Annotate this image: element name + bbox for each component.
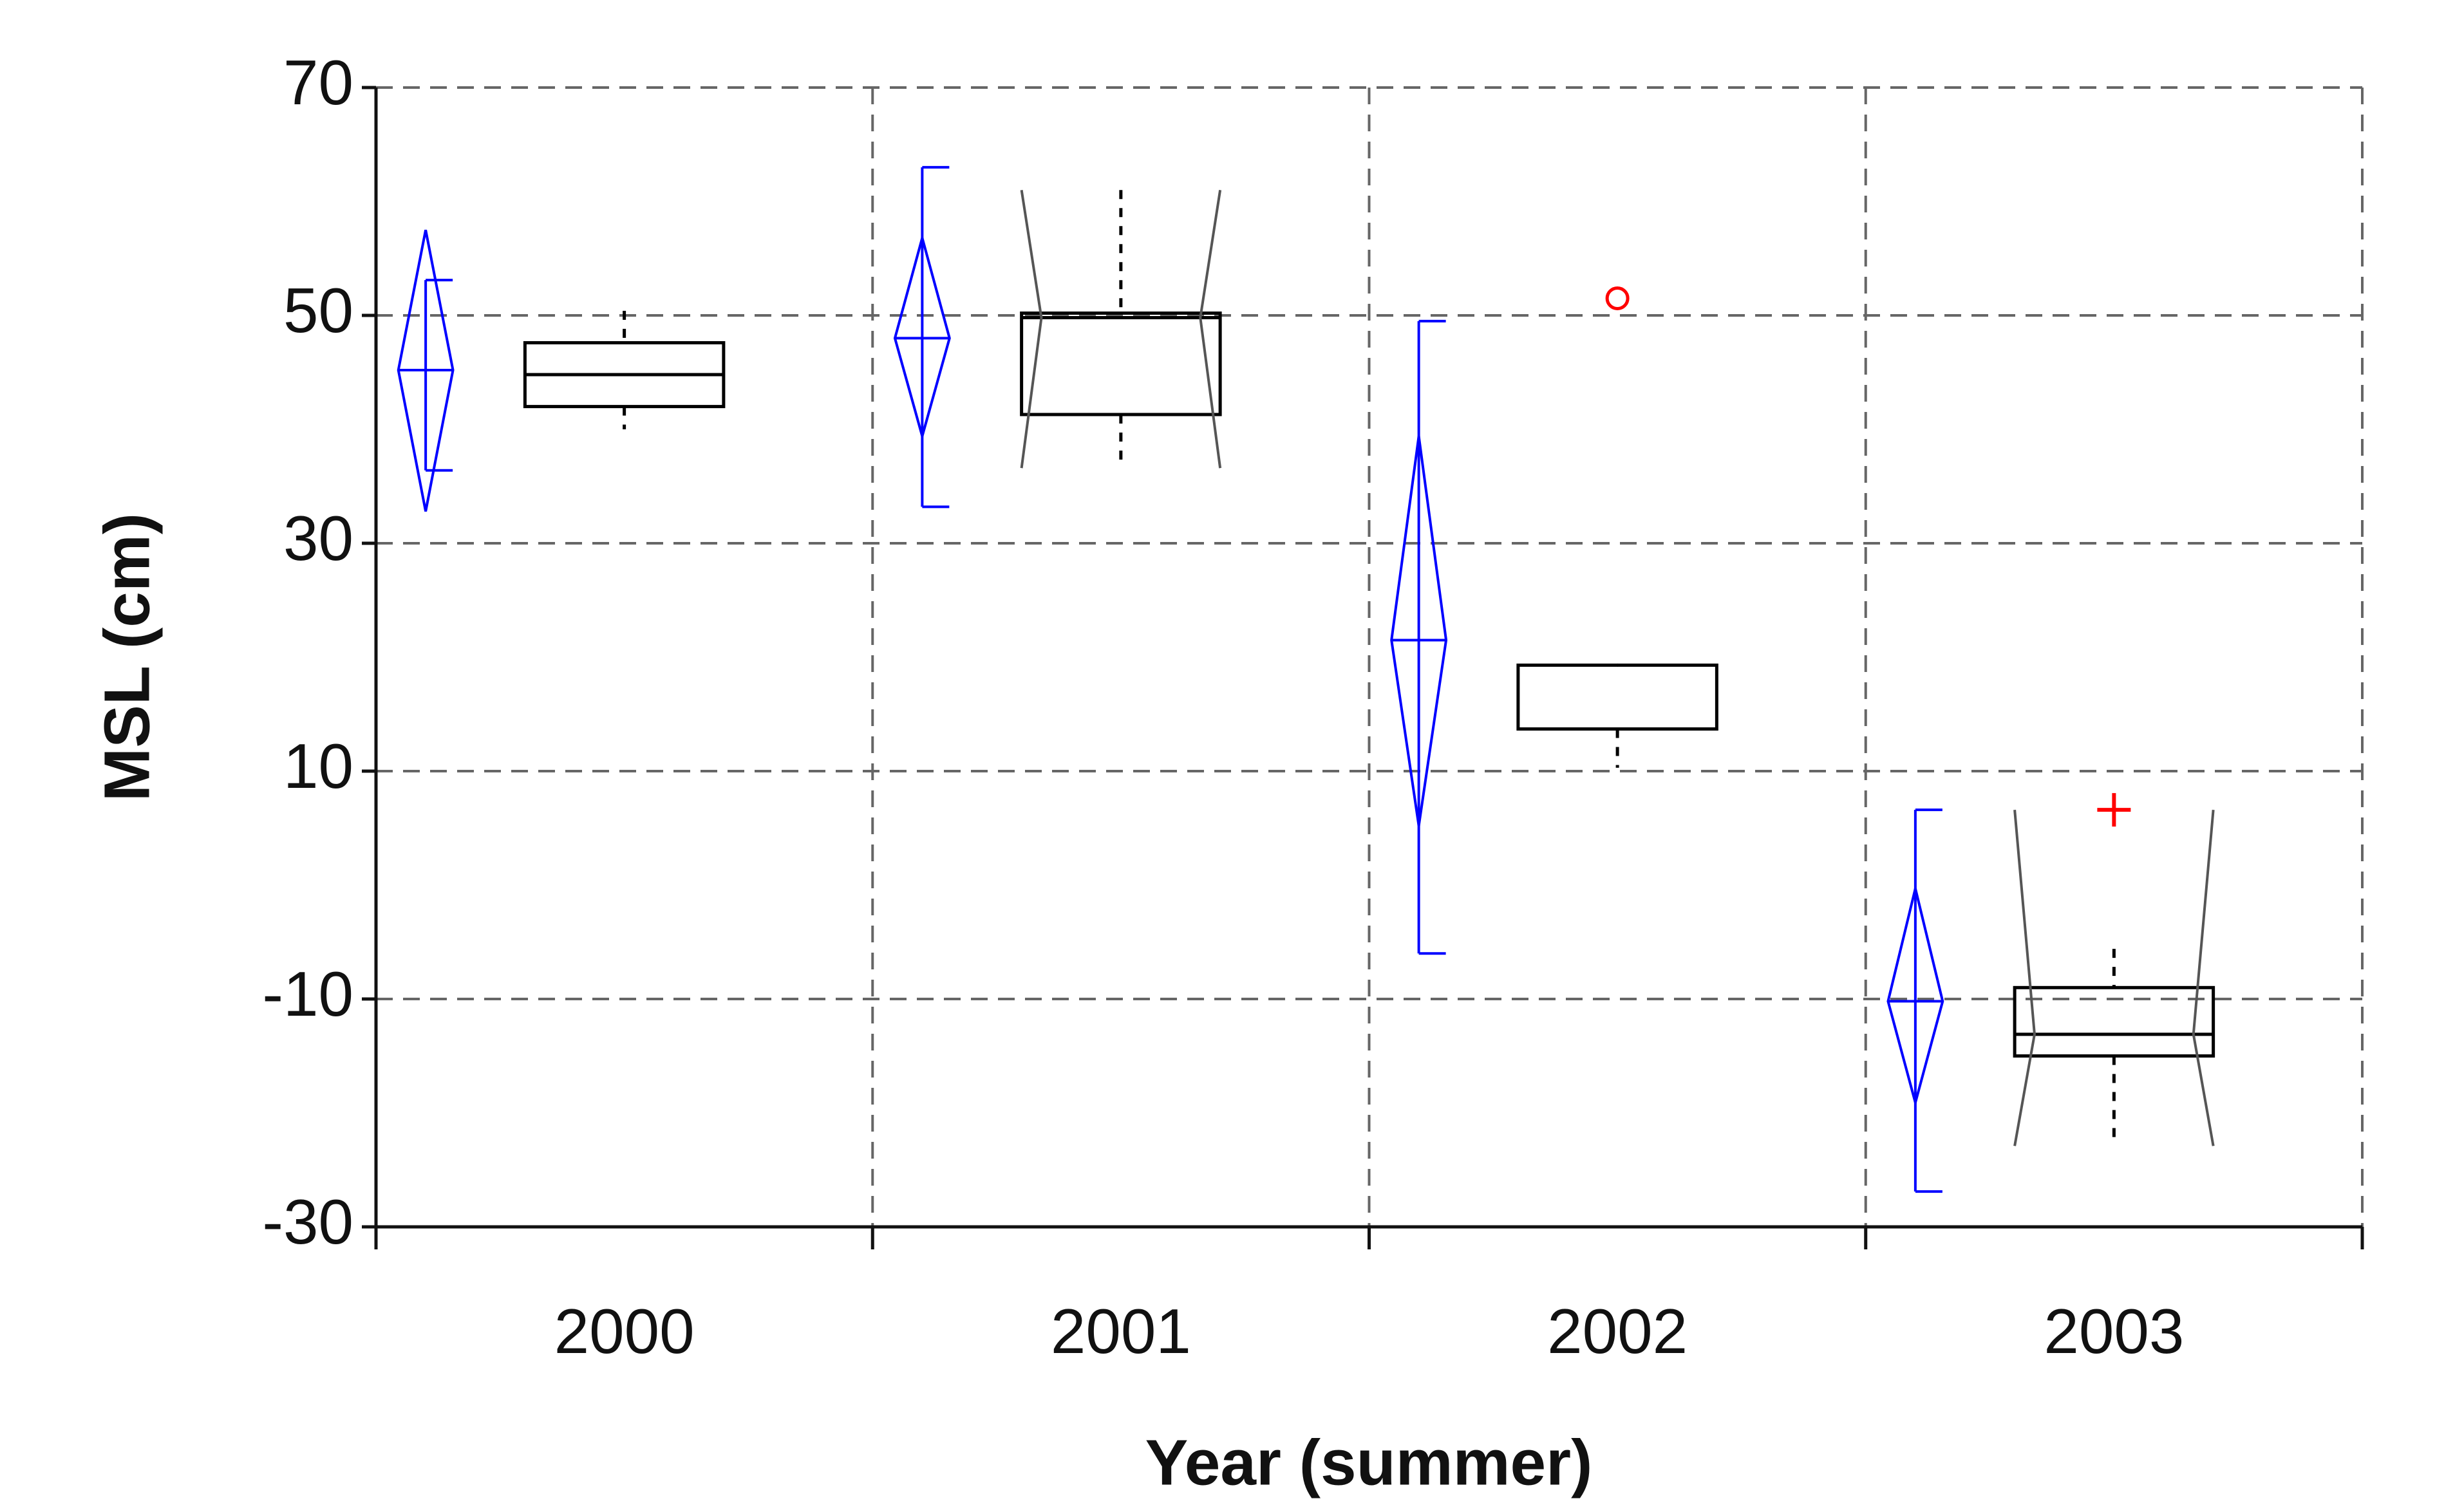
- notch: [2013, 810, 2036, 1146]
- x-tick-label: 2001: [1051, 1296, 1191, 1367]
- y-tick-label: -30: [262, 1186, 353, 1257]
- y-tick-label: 10: [283, 731, 353, 801]
- outlier: [1605, 286, 1630, 310]
- y-axis-title: MSL (cm): [91, 513, 163, 801]
- mean-diamond: [397, 229, 455, 512]
- y-tick-label: -10: [262, 958, 353, 1029]
- box: [2013, 985, 2215, 1058]
- y-tick-label: 70: [283, 47, 353, 118]
- x-tick-label: 2003: [2044, 1296, 2184, 1367]
- x-tick-label: 2002: [1547, 1296, 1688, 1367]
- x-tick-label: 2000: [554, 1296, 695, 1367]
- notch: [1020, 189, 1043, 469]
- y-tick-label: 50: [283, 275, 353, 346]
- box: [1020, 311, 1222, 416]
- notch: [2192, 810, 2215, 1146]
- x-axis-title: Year (summer): [1145, 1426, 1593, 1498]
- box: [1516, 663, 1718, 731]
- notch: [1199, 189, 1222, 469]
- outlier: [2097, 793, 2131, 827]
- y-tick-label: 30: [283, 503, 353, 574]
